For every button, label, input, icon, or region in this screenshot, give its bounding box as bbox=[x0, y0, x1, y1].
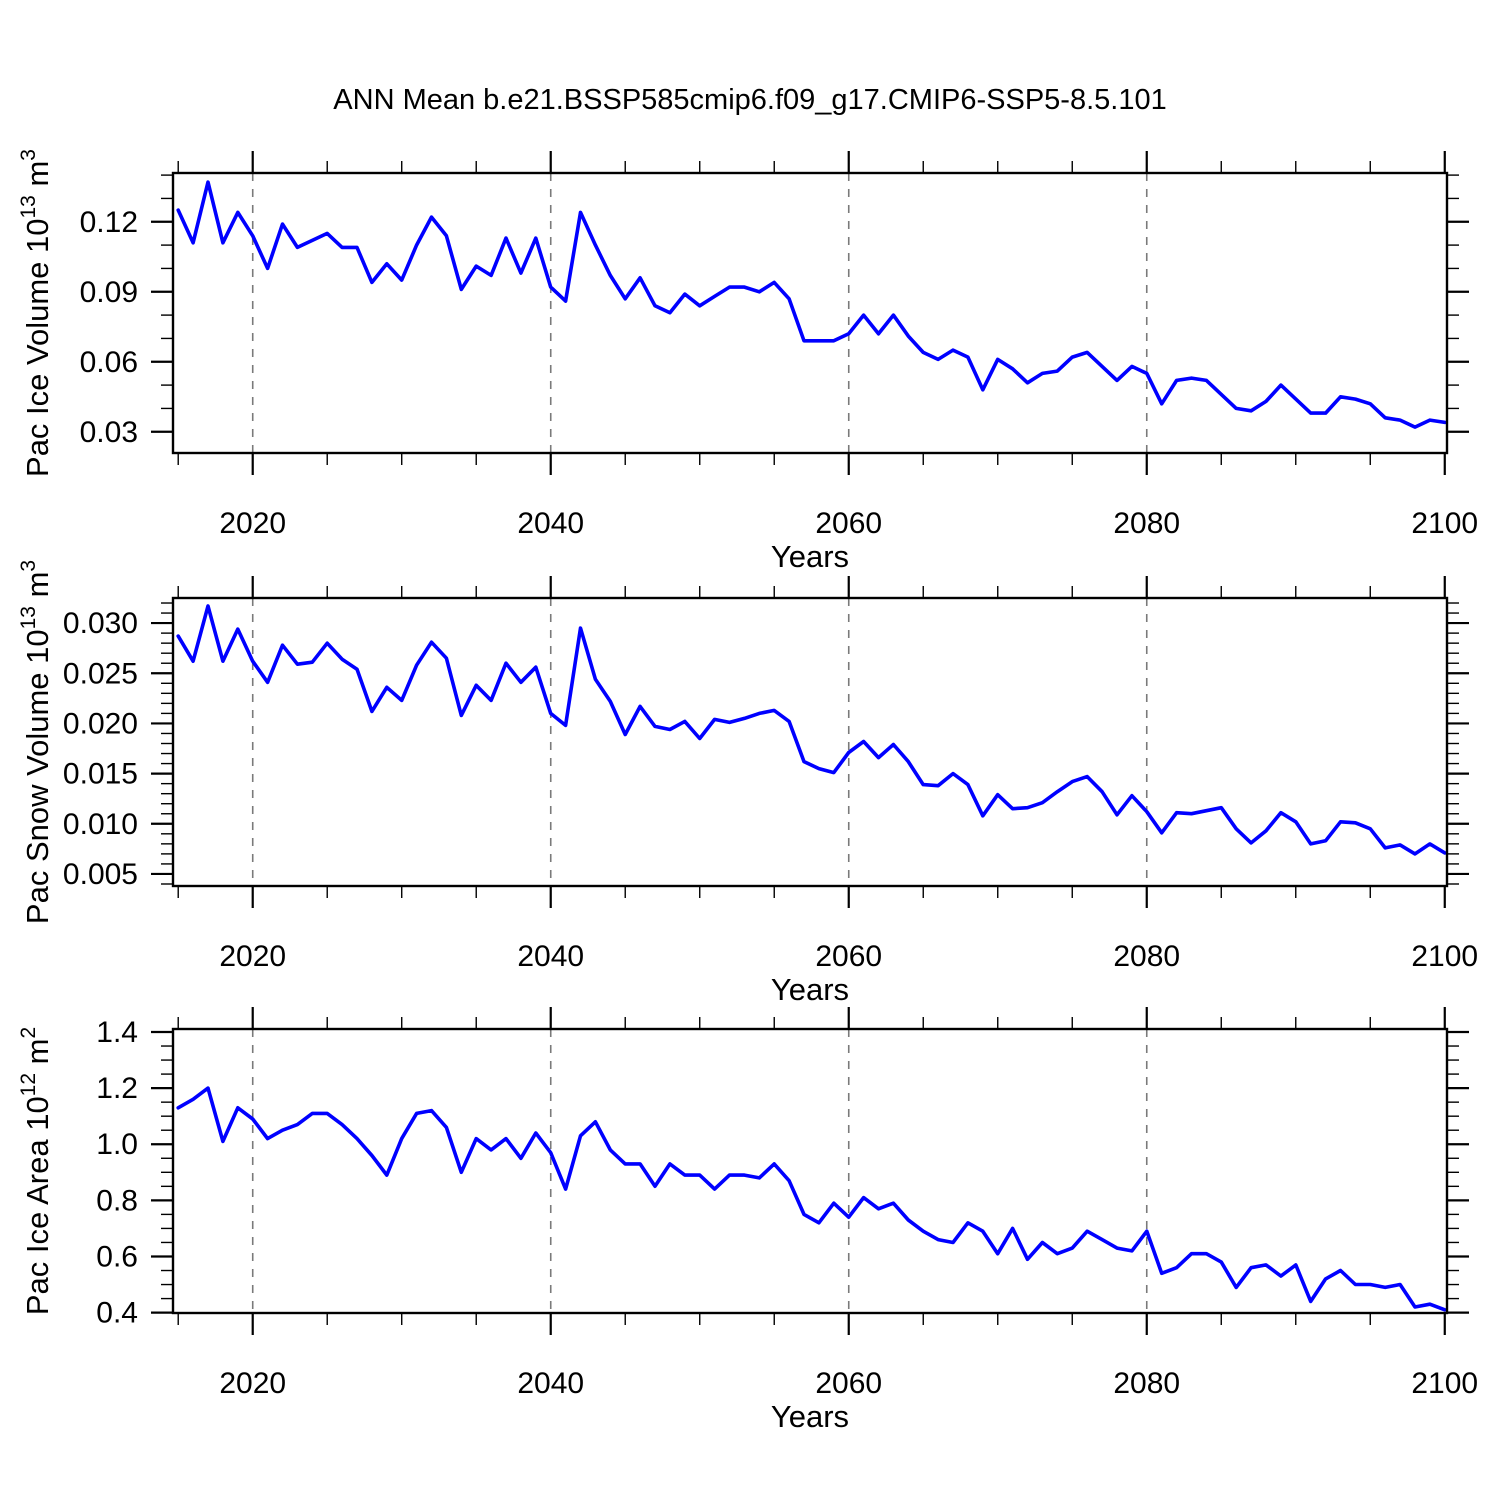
x-tick-label: 2100 bbox=[1411, 507, 1478, 540]
y-tick-label: 0.025 bbox=[63, 657, 138, 690]
x-tick-label: 2040 bbox=[517, 507, 584, 540]
y-tick-label: 1.2 bbox=[96, 1072, 138, 1105]
x-tick-label: 2060 bbox=[815, 507, 882, 540]
y-tick-label: 0.010 bbox=[63, 808, 138, 841]
panel-pac-ice-volume: 2020 2040 2060 2080 2100 0.03 0.06 0.09 0.12 Year… bbox=[17, 149, 1478, 574]
y-tick-label: 0.005 bbox=[63, 858, 138, 891]
x-tick-label: 2080 bbox=[1113, 940, 1180, 973]
y-tick-label: 1.4 bbox=[96, 1016, 138, 1049]
x-tick-label: 2040 bbox=[517, 940, 584, 973]
plot-frame bbox=[171, 596, 1449, 888]
x-tick-label: 2060 bbox=[815, 940, 882, 973]
x-tick-label: 2020 bbox=[219, 507, 286, 540]
series-pac-ice-area bbox=[176, 1086, 1447, 1312]
y-tick-label: 0.12 bbox=[80, 206, 138, 239]
panel-pac-snow-volume: 2020 2040 2060 2080 2100 0.005 0.010 0.015 0.020… bbox=[17, 560, 1478, 1007]
y-tick-label: 0.6 bbox=[96, 1240, 138, 1273]
x-axis-title: Years bbox=[771, 972, 849, 1007]
plot-frame bbox=[171, 171, 1449, 455]
y-tick-label: 1.0 bbox=[96, 1128, 138, 1161]
y-axis-title: Pac Ice Area 1012 m2 bbox=[17, 1027, 55, 1315]
x-tick-label: 2040 bbox=[517, 1367, 584, 1400]
y-axis-title: Pac Ice Volume 1013 m3 bbox=[17, 149, 55, 477]
y-tick-label: 0.8 bbox=[96, 1184, 138, 1217]
y-tick-label: 0.06 bbox=[80, 346, 138, 379]
x-tick-label: 2020 bbox=[219, 940, 286, 973]
series-pac-ice-volume bbox=[176, 180, 1447, 429]
series-pac-snow-volume bbox=[176, 604, 1447, 856]
y-tick-label: 0.09 bbox=[80, 276, 138, 309]
panel-pac-ice-area: 2020 2040 2060 2080 2100 0.4 0.6 0.8 1.0 1.2 1.4 Ye… bbox=[17, 1007, 1478, 1434]
x-tick-label: 2060 bbox=[815, 1367, 882, 1400]
plot-frame bbox=[171, 1027, 1449, 1315]
x-axis-title: Years bbox=[771, 1399, 849, 1434]
x-tick-label: 2080 bbox=[1113, 507, 1180, 540]
y-axis-title: Pac Snow Volume 1013 m3 bbox=[17, 560, 55, 924]
y-tick-label: 0.015 bbox=[63, 758, 138, 791]
y-tick-label: 0.03 bbox=[80, 416, 138, 449]
x-tick-label: 2100 bbox=[1411, 1367, 1478, 1400]
chart-title: ANN Mean b.e21.BSSP585cmip6.f09_g17.CMIP… bbox=[333, 84, 1167, 116]
x-axis-title: Years bbox=[771, 539, 849, 574]
x-tick-label: 2100 bbox=[1411, 940, 1478, 973]
x-tick-label: 2080 bbox=[1113, 1367, 1180, 1400]
y-tick-label: 0.020 bbox=[63, 707, 138, 740]
y-tick-label: 0.4 bbox=[96, 1297, 138, 1330]
y-tick-label: 0.030 bbox=[63, 607, 138, 640]
x-tick-label: 2020 bbox=[219, 1367, 286, 1400]
